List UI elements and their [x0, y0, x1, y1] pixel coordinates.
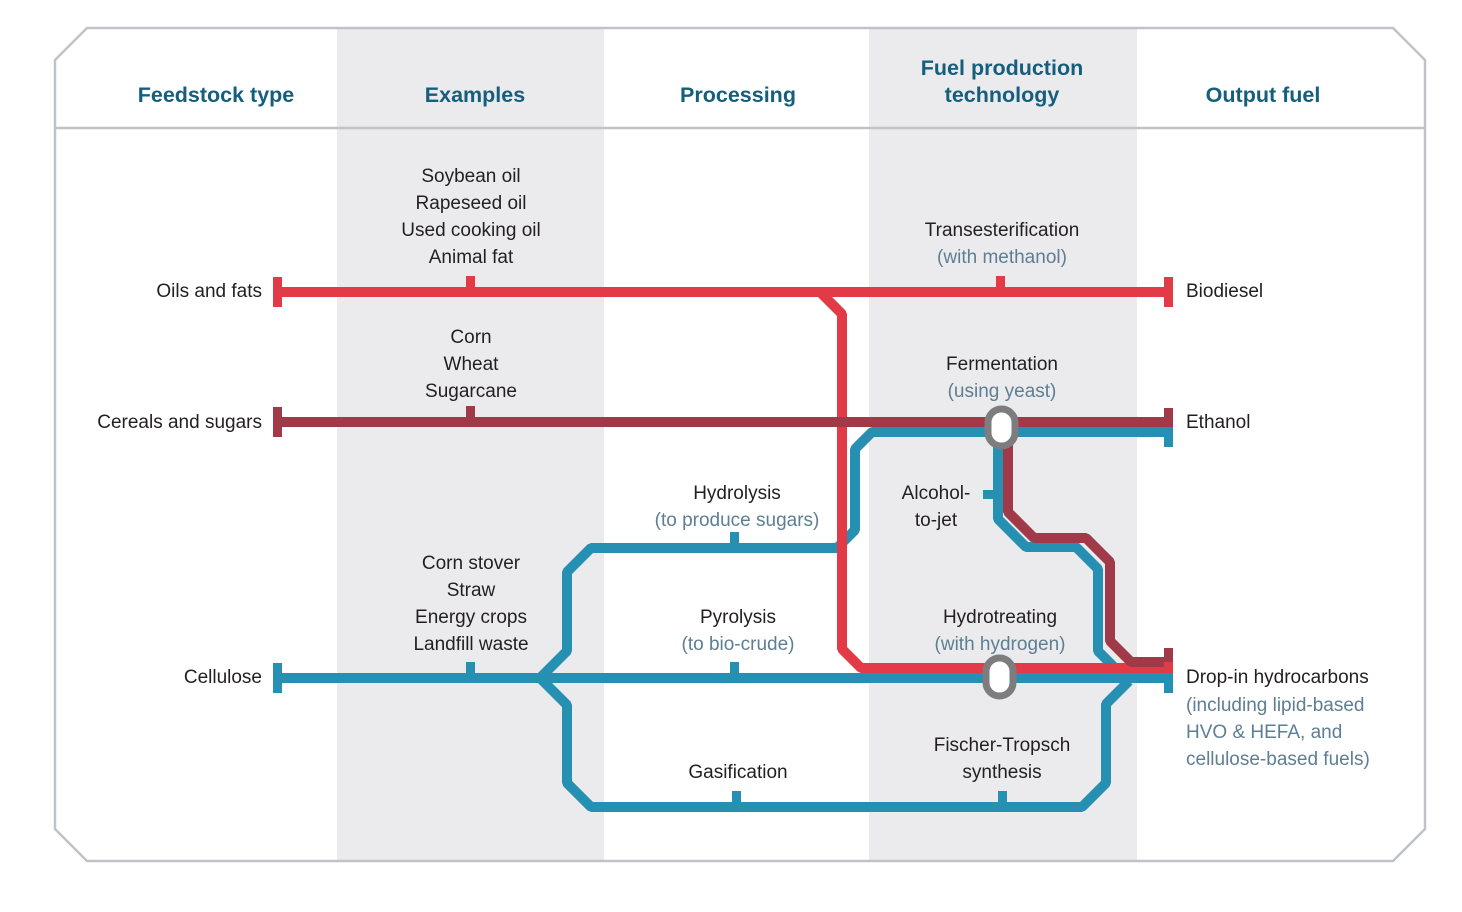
examples-oils: Soybean oil Rapeseed oil Used cooking oi…	[401, 163, 540, 271]
example-item: Straw	[446, 580, 496, 601]
ethanol-terminal-cap-teal	[1164, 427, 1173, 447]
examples-cereals: Corn Wheat Sugarcane	[425, 324, 517, 405]
station-note: (using yeast)	[947, 381, 1057, 402]
example-item: Corn	[450, 327, 492, 348]
column-header-fuel-tech: Fuel production technology	[921, 55, 1083, 109]
column-header-feedstock: Feedstock type	[137, 83, 295, 107]
output-note-line: HVO & HEFA, and	[1186, 722, 1343, 743]
station-name: Fermentation	[946, 354, 1058, 375]
feedstock-label-oils: Oils and fats	[156, 281, 262, 302]
fermentation-interchange-oval	[984, 405, 1019, 450]
station-note: (to produce sugars)	[654, 510, 820, 531]
output-label-biodiesel: Biodiesel	[1186, 281, 1264, 302]
fischer-tropsch-tick	[998, 791, 1007, 807]
ethanol-alcohol-to-jet-line	[1003, 441, 1164, 667]
station-hydrolysis: Hydrolysis (to produce sugars)	[655, 480, 820, 534]
output-note-line: cellulose-based fuels)	[1186, 749, 1370, 770]
cellulose-terminal-cap	[273, 663, 282, 693]
oils-examples-tick	[466, 276, 475, 292]
station-note: (with methanol)	[937, 247, 1067, 268]
oils-hydrotreating-branch-line	[817, 289, 1168, 673]
station-note: (to bio-crude)	[681, 634, 795, 655]
column-header-fuel-tech-line2: technology	[944, 83, 1060, 107]
station-name: Fischer-Tropsch	[933, 735, 1071, 756]
column-header-examples: Examples	[424, 83, 526, 107]
station-note: (with hydrogen)	[934, 634, 1066, 655]
output-label-dropin-note: (including lipid-based HVO & HEFA, and c…	[1186, 692, 1370, 773]
cellulose-examples-tick	[466, 662, 475, 678]
example-item: Used cooking oil	[401, 220, 541, 241]
station-alcohol-to-jet: Alcohol- to-jet	[902, 480, 971, 534]
hydrotreating-interchange-oval	[982, 654, 1017, 700]
station-gasification: Gasification	[688, 762, 788, 783]
hydrolysis-tick	[730, 532, 739, 548]
examples-cellulose: Corn stover Straw Energy crops Landfill …	[413, 550, 528, 658]
example-item: Animal fat	[428, 247, 514, 268]
station-name: Pyrolysis	[699, 607, 776, 628]
output-note-line: (including lipid-based	[1186, 695, 1365, 716]
station-pyrolysis: Pyrolysis (to bio-crude)	[682, 604, 795, 658]
station-name: Alcohol-	[901, 483, 971, 504]
station-name: Hydrotreating	[942, 607, 1058, 628]
pyrolysis-tick	[730, 662, 739, 678]
example-item: Rapeseed oil	[415, 193, 527, 214]
station-transesterification: Transesterification (with methanol)	[925, 217, 1080, 271]
dropin-terminal-cap-teal	[1164, 673, 1173, 693]
station-hydrotreating: Hydrotreating (with hydrogen)	[935, 604, 1066, 658]
cereals-terminal-cap	[273, 407, 282, 437]
cereals-examples-tick	[466, 406, 475, 422]
station-name: Hydrolysis	[693, 483, 781, 504]
output-label-ethanol: Ethanol	[1186, 412, 1251, 433]
dropin-terminal-cap-maroon	[1164, 648, 1173, 662]
example-item: Sugarcane	[425, 381, 517, 402]
station-fermentation: Fermentation (using yeast)	[946, 351, 1058, 405]
alcohol-to-jet-tick	[983, 490, 995, 499]
transesterification-tick	[996, 276, 1005, 292]
ethanol-terminal-cap-maroon	[1164, 408, 1173, 427]
column-header-processing: Processing	[680, 83, 796, 107]
column-header-fuel-tech-line1: Fuel production	[920, 56, 1084, 80]
oils-terminal-cap	[273, 277, 282, 307]
station-name: Transesterification	[924, 220, 1080, 241]
station-fischer-tropsch: Fischer-Tropsch synthesis	[934, 732, 1071, 786]
feedstock-label-cellulose: Cellulose	[183, 667, 262, 688]
gasification-tick	[732, 791, 741, 807]
cellulosic-alcohol-to-jet-line	[993, 444, 1128, 681]
biodiesel-terminal-cap	[1164, 277, 1173, 307]
examples-column-band	[337, 29, 604, 860]
example-item: Energy crops	[415, 607, 527, 628]
example-item: Wheat	[443, 354, 499, 375]
gasification-loop-line	[537, 675, 1133, 812]
station-name: synthesis	[962, 762, 1042, 783]
feedstock-label-cereals: Cereals and sugars	[97, 412, 262, 433]
column-header-output: Output fuel	[1205, 83, 1321, 107]
example-item: Landfill waste	[413, 634, 529, 655]
outer-frame-border	[53, 26, 1427, 863]
dropin-terminal-cap-red	[1164, 662, 1173, 673]
output-label-dropin: Drop-in hydrocarbons	[1186, 667, 1369, 688]
station-name: to-jet	[914, 510, 958, 531]
example-item: Corn stover	[421, 553, 521, 574]
example-item: Soybean oil	[421, 166, 521, 187]
